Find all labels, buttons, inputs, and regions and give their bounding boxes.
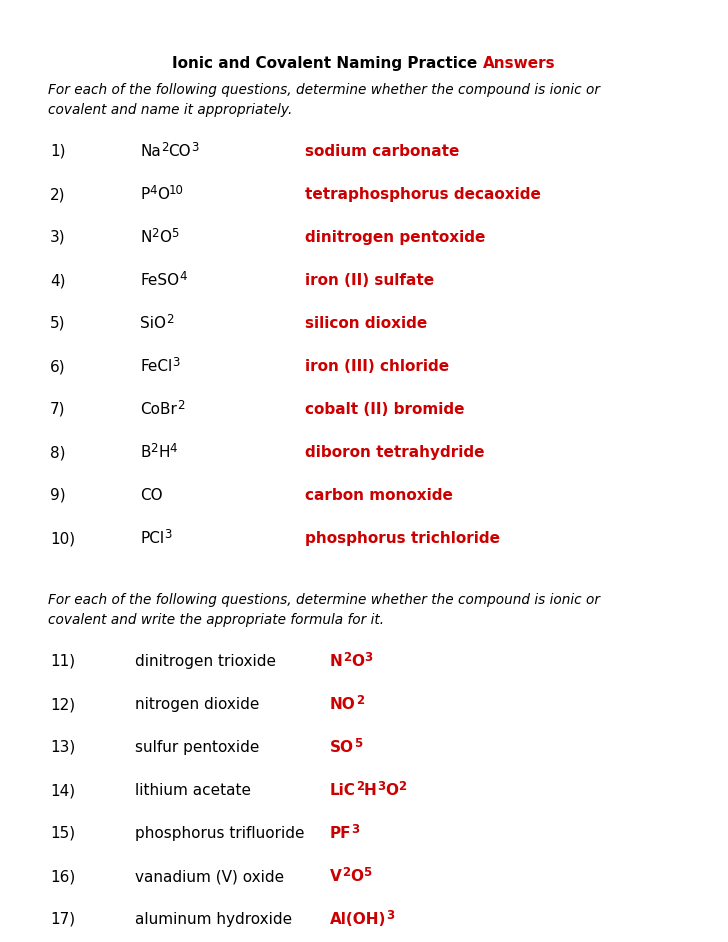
Text: O: O xyxy=(350,869,363,884)
Text: iron (III) chloride: iron (III) chloride xyxy=(305,359,449,374)
Text: CoBr: CoBr xyxy=(140,402,177,417)
Text: sodium carbonate: sodium carbonate xyxy=(305,144,459,159)
Text: 5: 5 xyxy=(354,737,363,750)
Text: 12): 12) xyxy=(50,697,75,712)
Text: 13): 13) xyxy=(50,740,75,755)
Text: O: O xyxy=(385,783,398,798)
Text: CO: CO xyxy=(140,488,162,503)
Text: 2: 2 xyxy=(341,866,350,879)
Text: Answers: Answers xyxy=(483,56,555,71)
Text: B: B xyxy=(140,445,151,460)
Text: SO: SO xyxy=(330,740,354,755)
Text: dinitrogen trioxide: dinitrogen trioxide xyxy=(135,654,276,669)
Text: 17): 17) xyxy=(50,912,75,927)
Text: 3: 3 xyxy=(377,780,385,793)
Text: 2: 2 xyxy=(151,442,158,455)
Text: For each of the following questions, determine whether the compound is ionic or: For each of the following questions, det… xyxy=(48,593,600,607)
Text: 3: 3 xyxy=(352,823,360,836)
Text: 7): 7) xyxy=(50,402,66,417)
Text: CO: CO xyxy=(168,144,191,159)
Text: 1): 1) xyxy=(50,144,66,159)
Text: H: H xyxy=(364,783,377,798)
Text: dinitrogen pentoxide: dinitrogen pentoxide xyxy=(305,230,486,245)
Text: 3: 3 xyxy=(191,141,198,154)
Text: For each of the following questions, determine whether the compound is ionic or: For each of the following questions, det… xyxy=(48,83,600,97)
Text: PCl: PCl xyxy=(140,531,164,546)
Text: 16): 16) xyxy=(50,869,75,884)
Text: 8): 8) xyxy=(50,445,66,460)
Text: 11): 11) xyxy=(50,654,75,669)
Text: 2: 2 xyxy=(356,694,364,707)
Text: N: N xyxy=(140,230,151,245)
Text: 3): 3) xyxy=(50,230,66,245)
Text: nitrogen dioxide: nitrogen dioxide xyxy=(135,697,259,712)
Text: O: O xyxy=(157,187,169,202)
Text: diboron tetrahydride: diboron tetrahydride xyxy=(305,445,485,460)
Text: O: O xyxy=(159,230,171,245)
Text: 3: 3 xyxy=(173,356,180,369)
Text: tetraphosphorus decaoxide: tetraphosphorus decaoxide xyxy=(305,187,541,202)
Text: 2: 2 xyxy=(151,227,159,240)
Text: Ionic and Covalent Naming Practice: Ionic and Covalent Naming Practice xyxy=(173,56,483,71)
Text: 5: 5 xyxy=(363,866,371,879)
Text: 2: 2 xyxy=(166,313,173,326)
Text: NO: NO xyxy=(330,697,356,712)
Text: 15): 15) xyxy=(50,826,75,841)
Text: covalent and name it appropriately.: covalent and name it appropriately. xyxy=(48,103,293,117)
Text: cobalt (II) bromide: cobalt (II) bromide xyxy=(305,402,464,417)
Text: PF: PF xyxy=(330,826,352,841)
Text: 6): 6) xyxy=(50,359,66,374)
Text: O: O xyxy=(351,654,364,669)
Text: vanadium (V) oxide: vanadium (V) oxide xyxy=(135,869,284,884)
Text: 2: 2 xyxy=(177,399,184,412)
Text: 3: 3 xyxy=(364,651,372,664)
Text: sulfur pentoxide: sulfur pentoxide xyxy=(135,740,259,755)
Text: covalent and write the appropriate formula for it.: covalent and write the appropriate formu… xyxy=(48,613,384,627)
Text: 3: 3 xyxy=(387,909,395,922)
Text: FeCl: FeCl xyxy=(140,359,173,374)
Text: 4: 4 xyxy=(170,442,177,455)
Text: N: N xyxy=(330,654,343,669)
Text: FeSO: FeSO xyxy=(140,273,179,288)
Text: 2: 2 xyxy=(161,141,168,154)
Text: LiC: LiC xyxy=(330,783,356,798)
Text: 2: 2 xyxy=(343,651,351,664)
Text: 2): 2) xyxy=(50,187,66,202)
Text: 9): 9) xyxy=(50,488,66,503)
Text: 10): 10) xyxy=(50,531,75,546)
Text: 4): 4) xyxy=(50,273,66,288)
Text: 2: 2 xyxy=(398,780,406,793)
Text: iron (II) sulfate: iron (II) sulfate xyxy=(305,273,434,288)
Text: lithium acetate: lithium acetate xyxy=(135,783,251,798)
Text: H: H xyxy=(158,445,170,460)
Text: silicon dioxide: silicon dioxide xyxy=(305,316,427,331)
Text: Na: Na xyxy=(140,144,161,159)
Text: V: V xyxy=(330,869,341,884)
Text: phosphorus trifluoride: phosphorus trifluoride xyxy=(135,826,304,841)
Text: 4: 4 xyxy=(149,184,157,197)
Text: SiO: SiO xyxy=(140,316,166,331)
Text: 10: 10 xyxy=(169,184,183,197)
Text: 3: 3 xyxy=(164,528,172,541)
Text: aluminum hydroxide: aluminum hydroxide xyxy=(135,912,292,927)
Text: phosphorus trichloride: phosphorus trichloride xyxy=(305,531,500,546)
Text: 14): 14) xyxy=(50,783,75,798)
Text: P: P xyxy=(140,187,149,202)
Text: 5): 5) xyxy=(50,316,66,331)
Text: Al(OH): Al(OH) xyxy=(330,912,387,927)
Text: 5: 5 xyxy=(171,227,178,240)
Text: carbon monoxide: carbon monoxide xyxy=(305,488,453,503)
Text: 2: 2 xyxy=(356,780,364,793)
Text: 4: 4 xyxy=(179,270,186,283)
